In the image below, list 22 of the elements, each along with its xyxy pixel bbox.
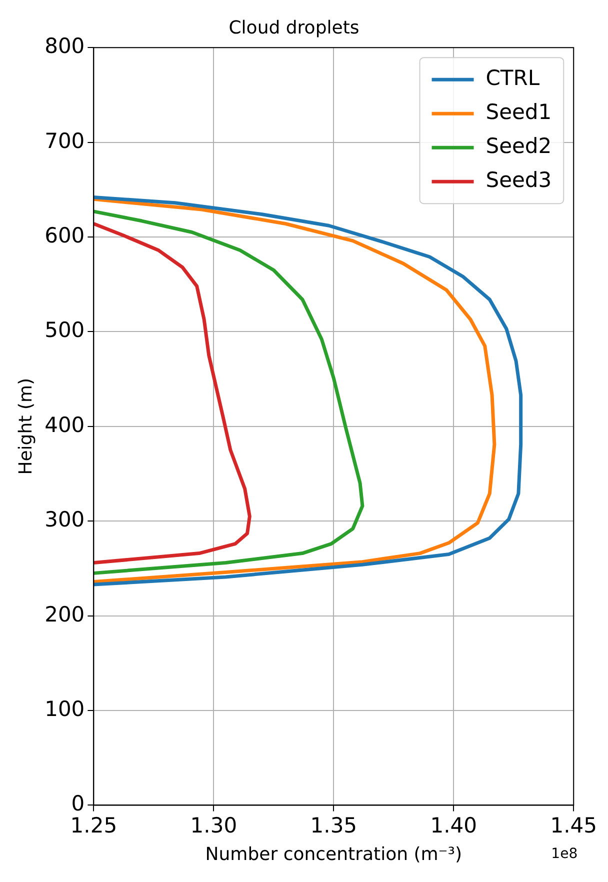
y-tick-label: 200 [44,602,85,626]
y-axis-title: Height (m) [15,378,36,475]
chart-title: Cloud droplets [228,17,360,38]
x-tick-label: 1.25 [70,813,118,838]
legend-label: Seed2 [486,134,552,158]
y-tick-label: 100 [44,696,85,721]
x-tick-label: 1.45 [550,813,598,838]
y-tick-label: 500 [44,318,85,342]
y-tick-label: 700 [44,128,85,153]
legend-label: Seed1 [486,100,552,124]
x-axis-title: Number concentration (m⁻³) [205,844,462,865]
y-tick-label: 400 [44,412,85,437]
y-tick-label: 300 [44,508,85,532]
y-tick-label: 800 [44,34,85,58]
x-tick-label: 1.30 [190,813,238,838]
legend-label: CTRL [486,66,540,90]
x-tick-label: 1.35 [310,813,358,838]
y-tick-label: 600 [44,223,85,248]
text: 1e8 [551,846,578,862]
x-tick-label: 1.40 [430,813,478,838]
y-tick-label: 0 [71,792,85,816]
legend-label: Seed3 [486,168,552,192]
